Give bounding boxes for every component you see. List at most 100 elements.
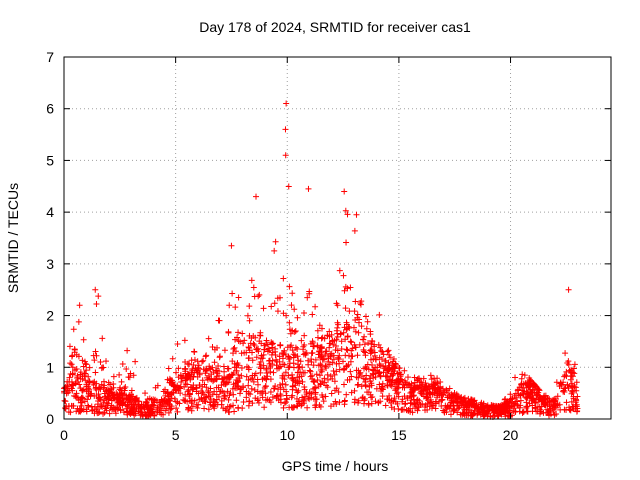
data-point — [130, 406, 137, 413]
data-point — [289, 290, 296, 297]
data-point — [182, 374, 189, 381]
data-point — [317, 403, 324, 410]
data-point — [281, 400, 288, 407]
data-point — [69, 364, 76, 371]
data-point — [458, 394, 465, 401]
data-point — [434, 386, 441, 393]
data-point — [372, 373, 379, 380]
data-point — [570, 393, 577, 400]
data-point — [239, 330, 246, 337]
data-point — [199, 389, 206, 396]
data-point — [546, 412, 553, 419]
data-point — [142, 398, 149, 405]
data-point — [165, 365, 172, 372]
data-point — [190, 362, 197, 369]
data-point — [256, 361, 263, 368]
data-point — [378, 385, 385, 392]
grid-lines — [64, 57, 611, 419]
data-point — [326, 361, 333, 368]
data-point — [407, 405, 414, 412]
data-point — [362, 381, 369, 388]
data-point — [283, 312, 290, 319]
data-point — [250, 378, 257, 385]
data-point — [351, 341, 358, 348]
data-point — [409, 386, 416, 393]
data-point — [72, 379, 79, 386]
data-point — [549, 397, 556, 404]
data-point — [76, 302, 83, 309]
data-point — [205, 393, 212, 400]
data-point — [94, 401, 101, 408]
data-point — [159, 398, 166, 405]
data-point — [270, 369, 277, 376]
data-point — [447, 403, 454, 410]
data-point — [253, 354, 260, 361]
data-point — [518, 375, 525, 382]
data-point — [245, 390, 252, 397]
data-point — [215, 317, 222, 324]
data-point — [271, 247, 278, 254]
data-point — [477, 406, 484, 413]
data-point — [519, 410, 526, 417]
data-point — [235, 294, 242, 301]
data-point — [395, 381, 402, 388]
data-point — [151, 412, 158, 419]
data-point — [423, 391, 430, 398]
data-point — [295, 387, 302, 394]
data-point — [413, 397, 420, 404]
data-point — [302, 350, 309, 357]
data-point — [506, 407, 513, 414]
data-point — [399, 398, 406, 405]
data-point — [529, 392, 536, 399]
data-point — [359, 395, 366, 402]
data-point — [466, 399, 473, 406]
data-point — [124, 396, 131, 403]
data-point — [360, 400, 367, 407]
data-point — [66, 343, 73, 350]
data-point — [83, 383, 90, 390]
data-point — [100, 399, 107, 406]
data-point — [106, 389, 113, 396]
data-point — [289, 347, 296, 354]
data-point — [234, 377, 241, 384]
data-point — [133, 396, 140, 403]
data-point — [360, 336, 367, 343]
data-point — [130, 372, 137, 379]
data-point — [216, 353, 223, 360]
data-point — [300, 346, 307, 353]
data-point — [216, 388, 223, 395]
data-point — [300, 309, 307, 316]
data-point — [292, 382, 299, 389]
data-point — [167, 406, 174, 413]
data-point — [373, 367, 380, 374]
data-point — [114, 391, 121, 398]
data-point — [200, 357, 207, 364]
data-point — [274, 295, 281, 302]
data-point — [282, 369, 289, 376]
data-point — [356, 341, 363, 348]
data-point — [450, 407, 457, 414]
data-point — [395, 405, 402, 412]
data-point — [221, 368, 228, 375]
data-point — [118, 378, 125, 385]
data-point — [414, 376, 421, 383]
data-point — [284, 396, 291, 403]
data-point — [233, 397, 240, 404]
data-point — [124, 402, 131, 409]
data-point — [188, 407, 195, 414]
data-point — [351, 308, 358, 315]
data-point — [368, 380, 375, 387]
data-point — [92, 348, 99, 355]
data-point — [510, 401, 517, 408]
data-point — [89, 407, 96, 414]
data-point — [569, 389, 576, 396]
data-point — [541, 401, 548, 408]
data-point — [384, 366, 391, 373]
data-point — [263, 365, 270, 372]
data-point — [344, 333, 351, 340]
data-point — [337, 330, 344, 337]
data-point — [152, 384, 159, 391]
data-point — [77, 369, 84, 376]
data-point — [234, 382, 241, 389]
data-point — [181, 384, 188, 391]
